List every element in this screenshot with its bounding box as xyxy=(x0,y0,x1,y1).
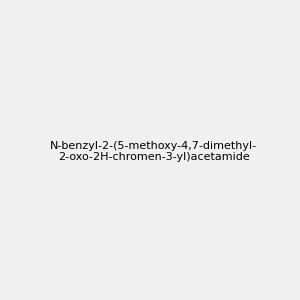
Text: N-benzyl-2-(5-methoxy-4,7-dimethyl-
2-oxo-2H-chromen-3-yl)acetamide: N-benzyl-2-(5-methoxy-4,7-dimethyl- 2-ox… xyxy=(50,141,257,162)
